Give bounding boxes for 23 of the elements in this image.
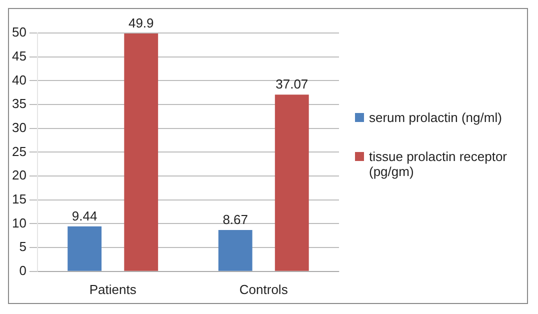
bar <box>274 94 309 271</box>
data-label: 9.44 <box>72 208 98 224</box>
y-tick-label: 15 <box>12 191 26 206</box>
x-tick-label: Controls <box>239 282 288 297</box>
y-tick-label: 10 <box>12 215 26 230</box>
y-tick-label: 50 <box>12 24 26 40</box>
y-tick-label: 0 <box>19 262 26 278</box>
legend-label: tissue prolactin receptor (pg/gm) <box>369 148 508 178</box>
y-tick-label: 20 <box>12 168 26 183</box>
x-tick-label: Patients <box>89 282 137 297</box>
y-tick-label: 45 <box>12 48 26 64</box>
data-label: 8.67 <box>222 212 248 228</box>
y-tick-label: 40 <box>12 72 26 88</box>
y-tick-label: 5 <box>19 239 26 254</box>
y-tick-label: 35 <box>12 96 26 112</box>
data-label: 49.9 <box>128 16 154 31</box>
bar <box>124 33 158 271</box>
y-tick-label: 30 <box>12 120 26 135</box>
bar <box>218 230 252 271</box>
bar <box>68 226 102 271</box>
legend-label: serum prolactin (ng/ml) <box>369 110 502 124</box>
y-tick-label: 25 <box>12 144 26 159</box>
data-label: 37.07 <box>276 76 308 92</box>
